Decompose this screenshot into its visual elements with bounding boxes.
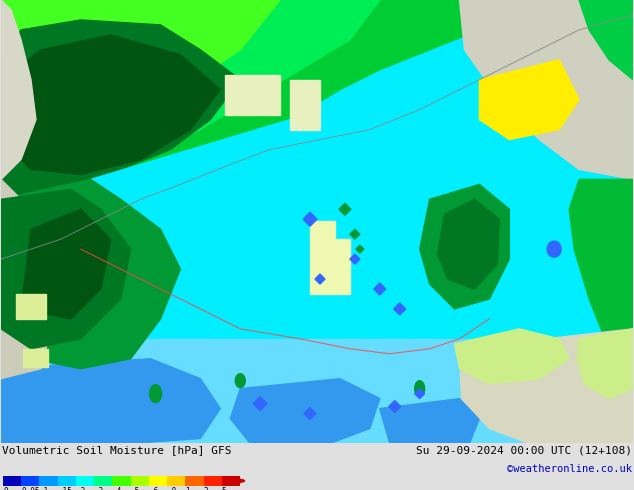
Polygon shape — [380, 398, 479, 443]
Polygon shape — [1, 0, 36, 179]
Bar — [21, 476, 39, 486]
Bar — [112, 476, 131, 486]
Polygon shape — [577, 329, 633, 398]
Polygon shape — [1, 35, 221, 174]
Polygon shape — [1, 0, 479, 299]
Bar — [16, 294, 46, 319]
Text: Su 29-09-2024 00:00 UTC (12+108): Su 29-09-2024 00:00 UTC (12+108) — [416, 445, 632, 456]
Bar — [76, 476, 94, 486]
Bar — [310, 239, 350, 294]
Ellipse shape — [415, 381, 425, 396]
Text: 1: 1 — [185, 487, 190, 490]
Polygon shape — [420, 184, 509, 309]
Bar — [167, 476, 185, 486]
Bar — [225, 75, 280, 115]
Bar — [185, 476, 204, 486]
Polygon shape — [455, 329, 569, 384]
Text: .1: .1 — [39, 487, 49, 490]
Bar — [149, 476, 167, 486]
Polygon shape — [1, 179, 51, 379]
Polygon shape — [1, 0, 280, 189]
Polygon shape — [1, 179, 181, 368]
Polygon shape — [579, 0, 633, 80]
Text: .3: .3 — [94, 487, 103, 490]
Polygon shape — [479, 60, 579, 140]
Polygon shape — [1, 189, 131, 349]
Bar — [23, 349, 48, 367]
Text: .6: .6 — [149, 487, 158, 490]
Bar — [290, 80, 320, 129]
Bar — [58, 476, 76, 486]
Text: Volumetric Soil Moisture [hPa] GFS: Volumetric Soil Moisture [hPa] GFS — [2, 445, 231, 456]
Bar — [3, 476, 21, 486]
Polygon shape — [437, 199, 500, 289]
Polygon shape — [230, 379, 380, 443]
Bar — [222, 476, 240, 486]
Polygon shape — [460, 329, 633, 443]
Bar — [1, 0, 633, 18]
Text: 0.05: 0.05 — [21, 487, 40, 490]
Polygon shape — [81, 120, 500, 339]
Ellipse shape — [150, 385, 162, 403]
Bar — [204, 476, 222, 486]
Bar — [39, 476, 58, 486]
Polygon shape — [460, 0, 633, 179]
Text: .15: .15 — [58, 487, 72, 490]
Polygon shape — [1, 339, 633, 443]
Ellipse shape — [235, 374, 245, 388]
Text: .4: .4 — [112, 487, 122, 490]
Ellipse shape — [547, 241, 561, 257]
Text: ©weatheronline.co.uk: ©weatheronline.co.uk — [507, 464, 632, 474]
Bar — [310, 221, 335, 239]
Text: .5: .5 — [131, 487, 140, 490]
Text: 3: 3 — [204, 487, 208, 490]
Polygon shape — [21, 209, 111, 319]
Bar — [94, 476, 112, 486]
Polygon shape — [1, 0, 380, 239]
Polygon shape — [569, 179, 633, 368]
Text: .2: .2 — [76, 487, 85, 490]
Polygon shape — [1, 20, 240, 199]
Text: 5: 5 — [222, 487, 226, 490]
Bar — [131, 476, 149, 486]
Text: 0: 0 — [3, 487, 8, 490]
Text: .8: .8 — [167, 487, 176, 490]
Polygon shape — [1, 359, 221, 443]
